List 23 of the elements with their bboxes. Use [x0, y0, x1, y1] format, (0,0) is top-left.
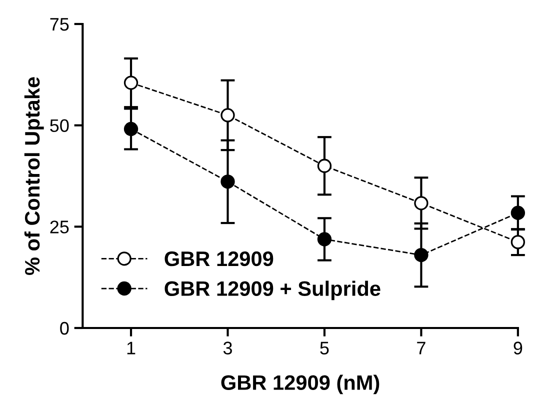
legend-label: GBR 12909 + Sulpride — [164, 280, 380, 300]
x-tick-label: 5 — [320, 342, 329, 354]
point — [220, 108, 235, 122]
point — [510, 206, 526, 220]
point — [317, 232, 332, 246]
point — [317, 158, 332, 173]
point — [124, 76, 138, 90]
x-tick-label: 1 — [127, 342, 136, 354]
point — [414, 248, 428, 262]
y-tick-label: 25 — [50, 220, 69, 234]
x-tick-label: 7 — [417, 342, 426, 354]
y-tick-label: 50 — [50, 119, 69, 132]
x-tick-label: 3 — [223, 342, 232, 354]
x-tick-label: 9 — [514, 342, 522, 354]
y-tick-label: 0 — [60, 322, 69, 335]
point — [414, 196, 428, 210]
legend-label: GBR 12909 — [164, 251, 274, 266]
x-axis-title: GBR 12909 (nM) — [221, 374, 380, 394]
y-axis-title: % of Control Uptake — [24, 77, 44, 276]
point — [510, 234, 526, 250]
y-tick-label: 75 — [50, 18, 69, 31]
point — [124, 122, 138, 136]
point — [220, 174, 235, 189]
